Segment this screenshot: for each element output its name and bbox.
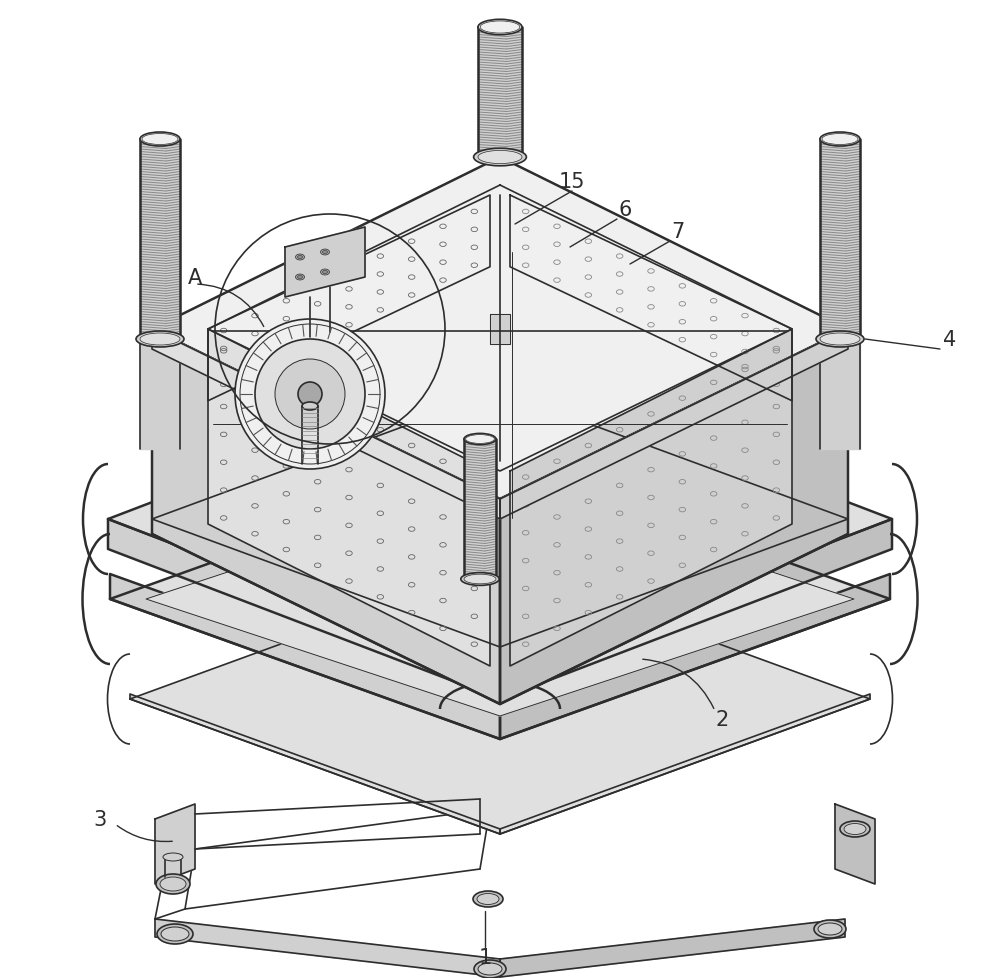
Polygon shape <box>820 140 860 339</box>
Polygon shape <box>130 694 500 834</box>
Ellipse shape <box>321 249 330 255</box>
Ellipse shape <box>302 403 318 411</box>
Ellipse shape <box>142 134 178 146</box>
FancyArrowPatch shape <box>117 825 172 842</box>
Ellipse shape <box>298 276 303 279</box>
Ellipse shape <box>298 256 303 259</box>
Ellipse shape <box>814 920 846 938</box>
Ellipse shape <box>323 271 328 274</box>
Text: 4: 4 <box>943 330 957 350</box>
Polygon shape <box>820 339 860 450</box>
Text: 6: 6 <box>618 200 632 220</box>
Ellipse shape <box>840 822 870 837</box>
Polygon shape <box>500 519 892 699</box>
Polygon shape <box>464 439 496 579</box>
Ellipse shape <box>474 960 506 978</box>
Text: 7: 7 <box>671 222 685 242</box>
Ellipse shape <box>844 823 866 834</box>
Ellipse shape <box>296 254 305 261</box>
FancyArrowPatch shape <box>198 285 264 328</box>
Polygon shape <box>500 694 870 834</box>
Ellipse shape <box>163 853 183 861</box>
Polygon shape <box>152 391 848 647</box>
Ellipse shape <box>480 22 520 34</box>
Polygon shape <box>152 157 848 500</box>
Polygon shape <box>510 196 792 401</box>
Text: 1: 1 <box>478 947 492 967</box>
Ellipse shape <box>464 434 496 445</box>
Polygon shape <box>152 330 500 704</box>
Ellipse shape <box>820 133 860 147</box>
Polygon shape <box>835 804 875 884</box>
Circle shape <box>298 382 322 407</box>
Polygon shape <box>510 330 792 666</box>
Ellipse shape <box>464 575 496 584</box>
Polygon shape <box>208 186 792 471</box>
Ellipse shape <box>822 134 858 146</box>
Polygon shape <box>108 370 892 669</box>
Polygon shape <box>110 574 500 739</box>
Polygon shape <box>155 804 195 884</box>
Ellipse shape <box>323 251 328 254</box>
FancyArrowPatch shape <box>643 659 714 709</box>
Text: 2: 2 <box>715 709 729 730</box>
Polygon shape <box>285 228 365 297</box>
Ellipse shape <box>478 21 522 35</box>
Ellipse shape <box>478 963 502 975</box>
Ellipse shape <box>157 924 193 944</box>
Ellipse shape <box>820 333 860 345</box>
Polygon shape <box>155 919 500 977</box>
Polygon shape <box>108 519 500 699</box>
Ellipse shape <box>160 877 186 891</box>
Ellipse shape <box>161 927 189 941</box>
Circle shape <box>275 360 345 429</box>
Polygon shape <box>152 330 500 519</box>
Polygon shape <box>110 460 890 739</box>
Polygon shape <box>500 574 890 739</box>
Circle shape <box>240 325 380 465</box>
Polygon shape <box>140 339 180 450</box>
Ellipse shape <box>321 270 330 276</box>
Ellipse shape <box>816 332 864 347</box>
Ellipse shape <box>818 923 842 935</box>
Polygon shape <box>490 315 510 344</box>
Ellipse shape <box>140 333 180 345</box>
Polygon shape <box>500 919 845 977</box>
Polygon shape <box>130 564 870 834</box>
Text: A: A <box>188 268 202 288</box>
Ellipse shape <box>474 149 526 166</box>
Text: 15: 15 <box>559 172 585 192</box>
Polygon shape <box>208 196 490 401</box>
Text: 3: 3 <box>93 809 107 829</box>
Polygon shape <box>146 482 854 716</box>
Polygon shape <box>478 28 522 157</box>
Ellipse shape <box>466 435 494 444</box>
Ellipse shape <box>478 152 522 164</box>
Ellipse shape <box>140 133 180 147</box>
Polygon shape <box>140 140 180 339</box>
Circle shape <box>235 320 385 469</box>
Ellipse shape <box>156 874 190 894</box>
Ellipse shape <box>461 573 499 586</box>
Polygon shape <box>500 330 848 704</box>
Circle shape <box>255 339 365 450</box>
Ellipse shape <box>477 894 499 905</box>
Ellipse shape <box>473 891 503 907</box>
Ellipse shape <box>136 332 184 347</box>
Ellipse shape <box>296 275 305 281</box>
Polygon shape <box>500 330 848 519</box>
Polygon shape <box>208 330 490 666</box>
